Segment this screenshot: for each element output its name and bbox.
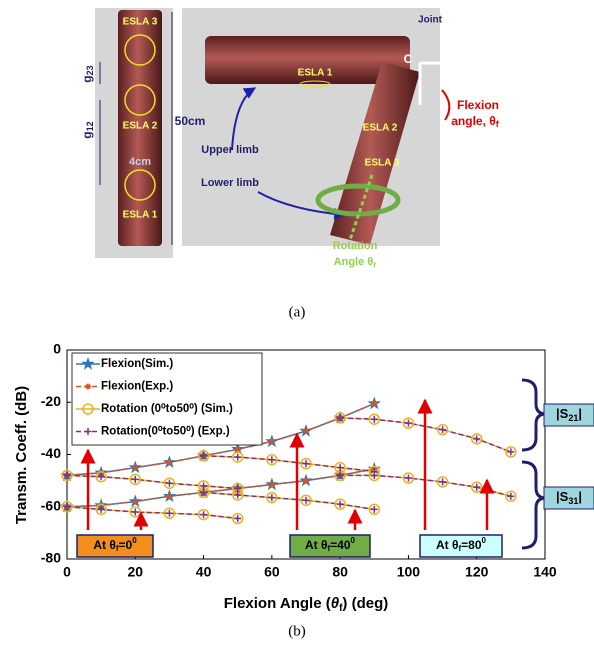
y-tick-label: -20 (41, 393, 61, 409)
annotation-rest: =40 (330, 538, 351, 552)
annotation: At θf=800 (436, 536, 487, 553)
label: ESLA 1 (123, 210, 158, 221)
x-tick-label: 120 (465, 564, 489, 580)
figure: ESLA 3 ESLA 2 ESLA 1 4cm g23 g12 50cm ES… (0, 0, 594, 645)
label: Angle θr (334, 256, 377, 269)
y-tick-label: -40 (41, 445, 61, 461)
label-rest: | (578, 489, 582, 504)
label: ESLA 2 (123, 121, 158, 132)
annotation-sup: 0 (351, 536, 356, 545)
x-tick-label: 20 (127, 564, 143, 580)
x-tick-label: 60 (264, 564, 280, 580)
annotation-sup: 0 (482, 536, 487, 545)
label: ESLA 2 (363, 123, 398, 134)
x-tick-label: 80 (332, 564, 348, 580)
x-tick-label: 0 (63, 564, 71, 580)
annotation-rest: =80 (461, 538, 482, 552)
label: ESLA 3 (123, 17, 158, 28)
label: Joint (418, 15, 443, 26)
label-rest: | (578, 406, 582, 421)
annotation-text: At θ (93, 538, 115, 552)
label-text: |S (556, 489, 569, 504)
panel-a: ESLA 3 ESLA 2 ESLA 1 4cm g23 g12 50cm ES… (80, 8, 500, 320)
legend-label: Rotation (0⁰to50⁰) (Sim.) (101, 402, 233, 415)
label: ESLA 3 (365, 158, 400, 169)
x-tick-label: 140 (533, 564, 557, 580)
annotation-text: At θ (436, 538, 458, 552)
label: angle, θf (451, 114, 500, 129)
label: Flexion (457, 98, 499, 112)
caption: (a) (289, 304, 306, 320)
x-tick-label: 100 (397, 564, 421, 580)
label: g12 (80, 121, 95, 138)
annotation-sup: 0 (132, 536, 137, 545)
label-sub: 31 (568, 496, 578, 506)
label: 4cm (129, 156, 151, 168)
label-sub: 21 (568, 413, 578, 423)
y-axis-label: Transm. Coeff. (dB) (13, 386, 30, 524)
caption: (b) (288, 623, 306, 639)
y-tick-label: -80 (41, 550, 61, 566)
annotation: At θf=400 (305, 536, 356, 553)
legend-label: Flexion(Sim.) (101, 358, 173, 370)
label-text: |S (556, 406, 569, 421)
arc (442, 90, 449, 120)
label: Rotation (333, 240, 378, 252)
label: C (404, 52, 413, 66)
x-axis-label: Flexion Angle (θf) (deg) (224, 595, 389, 614)
label: Upper limb (201, 144, 259, 156)
annotation: At θf=00 (93, 536, 137, 553)
label: ESLA 1 (298, 68, 333, 79)
y-tick-label: -60 (41, 497, 61, 513)
y-tick-label: 0 (53, 341, 61, 357)
legend-label: Flexion(Exp.) (101, 381, 173, 393)
x-tick-label: 40 (196, 564, 212, 580)
annotation-text: At θ (305, 538, 327, 552)
legend-label: Rotation(0⁰to50⁰) (Exp.) (101, 425, 230, 438)
label: Lower limb (201, 177, 259, 189)
label: 50cm (175, 114, 206, 128)
annotation-rest: =0 (119, 538, 133, 552)
label: g23 (80, 65, 95, 82)
